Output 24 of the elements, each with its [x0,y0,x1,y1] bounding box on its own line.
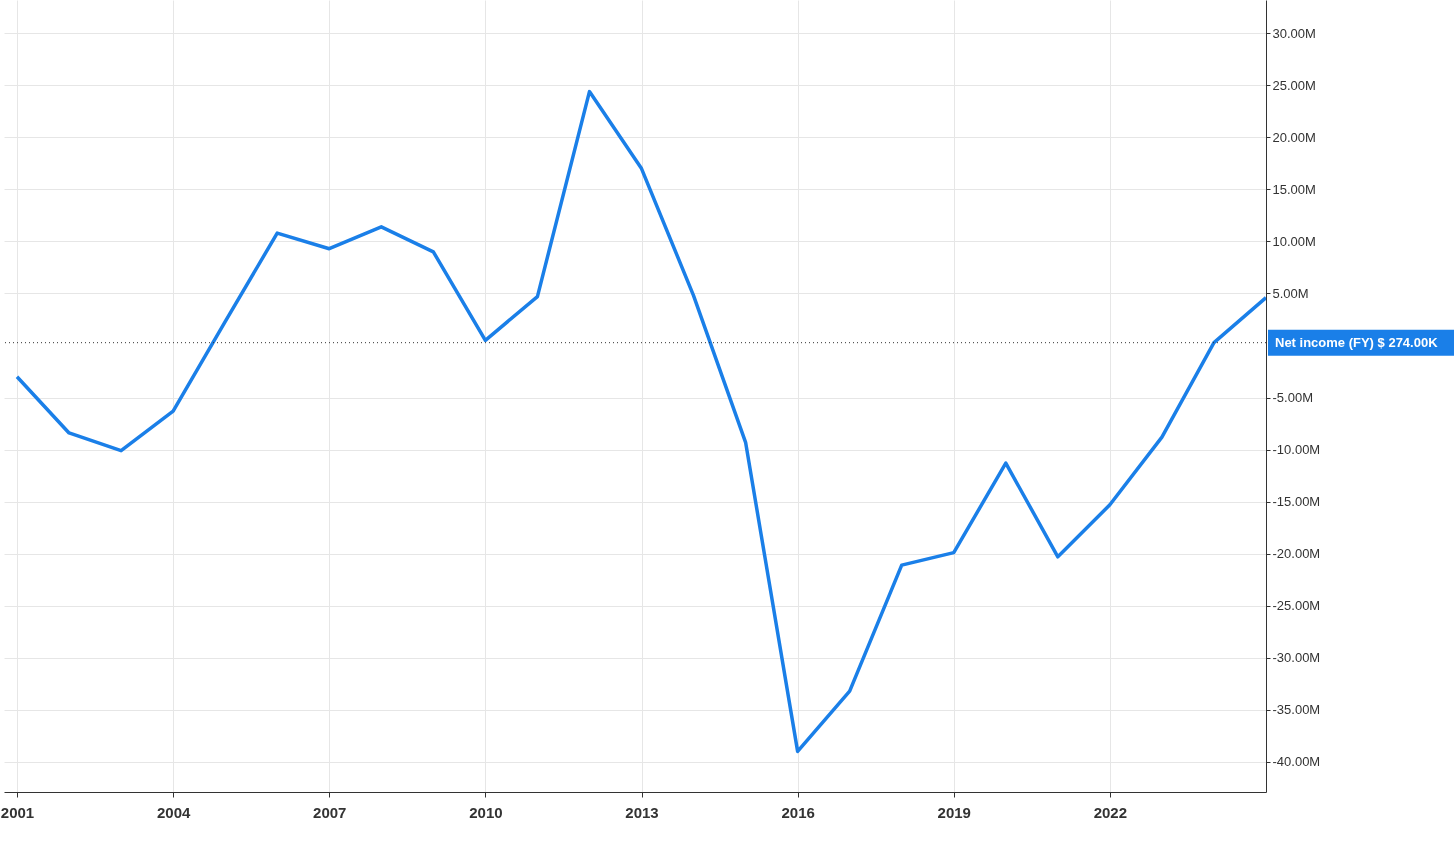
y-tick-label: -20.00M [1272,546,1321,562]
y-tick-label: 5.00M [1272,285,1309,301]
x-tick-label: 2010 [469,803,503,821]
x-tick-label: 2013 [625,803,659,821]
y-tick-label: -15.00M [1272,494,1321,510]
y-tick-label: 30.00M [1272,25,1316,41]
y-tick-label: -10.00M [1272,442,1321,458]
x-tick-label: 2004 [156,803,191,821]
x-tick-label: 2016 [781,803,815,821]
y-tick-label: -5.00M [1272,390,1313,406]
y-tick-label: 20.00M [1272,129,1316,145]
x-tick-label: 2019 [937,803,971,821]
line-series [15,89,1266,754]
y-tick-label: -30.00M [1272,650,1321,666]
y-tick-label: 10.00M [1272,233,1316,249]
x-tick-label: 2022 [1093,803,1128,821]
x-tick-label: 2007 [313,803,347,821]
y-tick-label: 25.00M [1272,77,1316,93]
y-tick-label: -40.00M [1272,754,1321,770]
y-tick-label: 15.00M [1272,181,1316,197]
ref-line-label: Net income (FY) $ 274.00K [1275,334,1439,350]
x-tick-label: 2001 [0,803,35,821]
y-tick-label: -35.00M [1272,702,1321,718]
y-tick-label: -25.00M [1272,598,1321,614]
